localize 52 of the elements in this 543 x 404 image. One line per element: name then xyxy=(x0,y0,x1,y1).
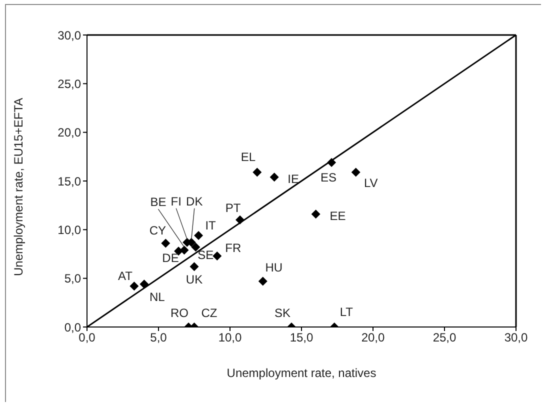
point xyxy=(236,215,245,224)
annotation: FR xyxy=(225,240,242,255)
x-tick-label: 15,0 xyxy=(290,330,314,345)
point xyxy=(130,282,139,291)
point xyxy=(194,231,204,240)
annotation: IT xyxy=(205,218,217,233)
y-tick-label: 5,0 xyxy=(64,272,82,286)
annotation: DK xyxy=(186,194,203,208)
x-tick-label: 0,0 xyxy=(78,330,96,345)
annotation: RO xyxy=(170,306,189,320)
annotation: ES xyxy=(320,170,337,185)
annotation: SK xyxy=(274,306,290,320)
annotation: LT xyxy=(340,305,354,319)
x-tick-label: 20,0 xyxy=(361,330,385,345)
x-tick-label: 25,0 xyxy=(432,330,456,345)
point xyxy=(140,280,149,289)
point xyxy=(351,168,360,177)
annotation: UK xyxy=(186,272,203,287)
y-tick-label: 15,0 xyxy=(58,174,82,188)
y-tick-label: 20,0 xyxy=(58,126,82,140)
annotation: BE xyxy=(150,195,166,210)
annotation: EE xyxy=(330,209,346,224)
annotation: CY xyxy=(149,223,166,238)
annotation: DE xyxy=(162,251,179,266)
point xyxy=(252,168,262,177)
y-tick-label: 30,0 xyxy=(58,28,82,42)
annotation: SE xyxy=(198,248,214,262)
x-tick-label: 5,0 xyxy=(150,330,168,345)
point xyxy=(190,262,199,272)
annotation: HU xyxy=(265,260,283,274)
x-axis-title: Unemployment rate, natives xyxy=(226,366,376,380)
point xyxy=(327,158,336,168)
annotation: LV xyxy=(364,176,378,190)
x-tick-label: 10,0 xyxy=(218,330,242,345)
annotation: PT xyxy=(225,200,242,215)
annotation: FI xyxy=(170,194,182,208)
annotation: EL xyxy=(240,150,256,164)
annotation: NL xyxy=(150,290,166,304)
y-tick-label: 25,0 xyxy=(58,76,82,91)
annotation: AT xyxy=(118,269,134,284)
y-tick-label: 0,0 xyxy=(64,320,82,334)
point xyxy=(270,172,279,182)
point xyxy=(161,238,170,248)
y-tick-label: 10,0 xyxy=(58,222,82,237)
point xyxy=(258,276,268,286)
x-tick-label: 30,0 xyxy=(504,330,528,345)
annotation: IE xyxy=(288,172,299,186)
y-axis-title: Unemployment rate, EU15+EFTA xyxy=(11,98,26,276)
point xyxy=(191,242,200,252)
annotation: CZ xyxy=(201,306,218,320)
point xyxy=(212,251,222,260)
point xyxy=(311,210,320,219)
